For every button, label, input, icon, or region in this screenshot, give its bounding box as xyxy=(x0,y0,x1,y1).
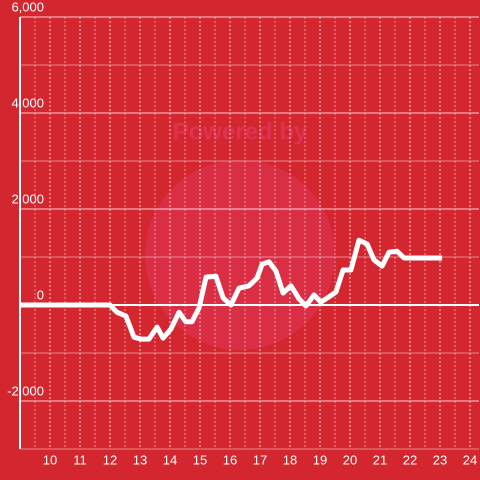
y-tick-label: 6,000 xyxy=(11,0,44,14)
line xyxy=(20,237,443,342)
x-tick-label: 13 xyxy=(133,452,147,467)
x-tick-label: 21 xyxy=(373,452,387,467)
x-tick-label: 10 xyxy=(43,452,57,467)
x-tick-label: 16 xyxy=(223,452,237,467)
watermark: Powered by xyxy=(173,118,308,145)
x-tick-label: 14 xyxy=(163,452,177,467)
x-tick-label: 22 xyxy=(403,452,417,467)
x-tick-label: 11 xyxy=(73,452,87,467)
y-tick-label: 0 xyxy=(37,287,44,302)
x-tick-label: 20 xyxy=(343,452,357,467)
x-tick-label: 17 xyxy=(253,452,267,467)
y-tick-label: 4,000 xyxy=(11,95,44,110)
x-tick-label: 15 xyxy=(193,452,207,467)
y-tick-label: 2,000 xyxy=(11,191,44,206)
x-tick-label: 24 xyxy=(463,452,477,467)
x-tick-label: 18 xyxy=(283,452,297,467)
x-tick-label: 19 xyxy=(313,452,327,467)
y-tick-label: -2,000 xyxy=(7,383,44,398)
x-tick-label: 12 xyxy=(103,452,117,467)
x-tick-label: 23 xyxy=(433,452,447,467)
watermark-logo xyxy=(145,160,335,350)
